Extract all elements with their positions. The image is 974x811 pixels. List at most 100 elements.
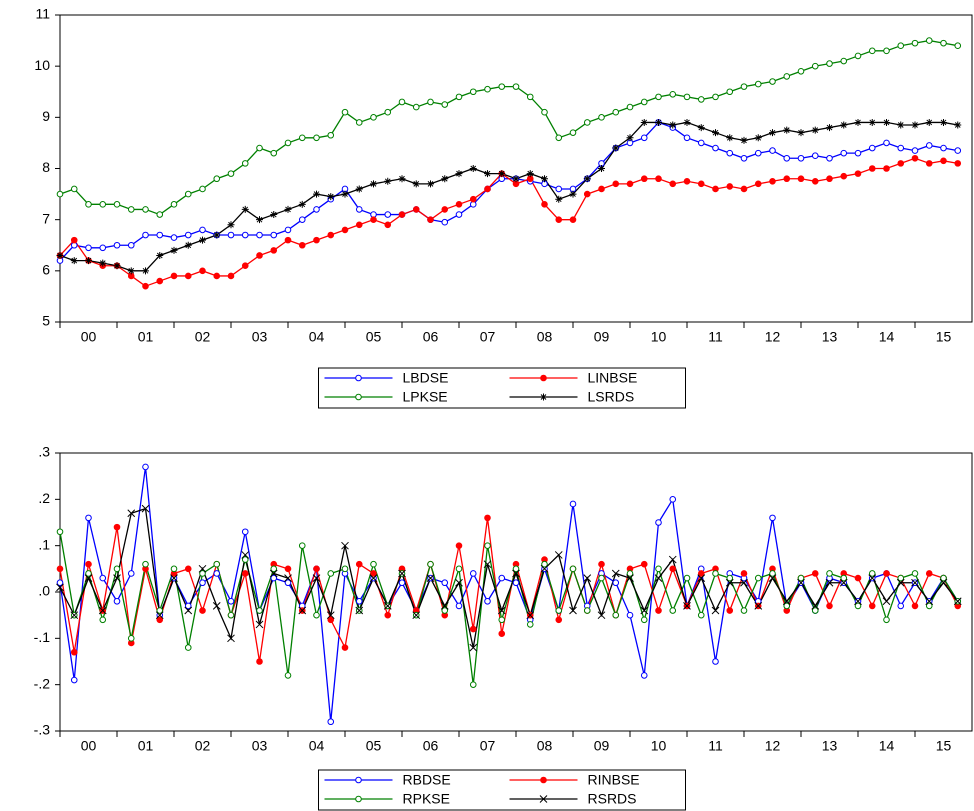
marker <box>56 190 64 198</box>
marker <box>868 144 876 152</box>
marker <box>284 565 292 573</box>
marker <box>284 236 292 244</box>
x-tick-label: 10 <box>651 329 667 345</box>
marker <box>398 98 406 106</box>
marker <box>84 574 93 582</box>
marker <box>555 616 563 624</box>
marker <box>355 606 364 615</box>
marker <box>882 597 891 606</box>
marker <box>811 570 819 577</box>
marker <box>284 574 292 582</box>
marker <box>939 578 948 587</box>
marker <box>484 597 491 605</box>
marker <box>655 93 662 101</box>
marker <box>783 126 791 134</box>
marker <box>398 579 406 587</box>
marker <box>127 206 135 213</box>
marker <box>227 634 235 643</box>
legend-marker <box>539 795 548 803</box>
marker <box>569 606 577 615</box>
marker <box>897 42 905 50</box>
marker <box>256 658 263 665</box>
marker <box>498 630 506 638</box>
marker <box>526 170 534 178</box>
marker <box>769 570 776 577</box>
marker <box>840 121 848 129</box>
marker <box>170 234 178 241</box>
marker <box>797 574 805 582</box>
marker <box>313 611 320 619</box>
marker <box>255 620 264 629</box>
marker <box>127 509 136 518</box>
marker <box>797 154 805 162</box>
marker <box>469 625 477 633</box>
x-tick-label: 08 <box>537 738 553 754</box>
marker <box>754 574 762 582</box>
marker <box>469 570 477 577</box>
marker <box>769 78 776 85</box>
x-tick-label: 11 <box>708 738 723 754</box>
series-line <box>59 466 959 722</box>
series-line <box>59 39 958 216</box>
y-tick-label: 7 <box>42 210 50 226</box>
marker <box>213 175 221 183</box>
marker <box>712 93 719 101</box>
marker <box>868 118 876 126</box>
marker <box>355 206 363 213</box>
marker <box>156 616 164 624</box>
x-tick-label: 09 <box>594 738 610 754</box>
marker <box>954 160 962 167</box>
marker <box>540 564 549 573</box>
marker <box>427 98 434 106</box>
marker <box>953 597 962 606</box>
marker <box>868 570 876 577</box>
marker <box>769 177 776 185</box>
marker <box>883 165 890 172</box>
marker <box>497 606 506 615</box>
marker <box>184 241 192 249</box>
marker <box>896 578 905 587</box>
marker <box>797 578 805 587</box>
marker <box>668 555 677 564</box>
marker <box>897 144 905 152</box>
marker <box>598 185 605 193</box>
marker <box>797 175 805 183</box>
marker <box>341 190 349 198</box>
legend-marker <box>355 393 362 401</box>
marker <box>198 564 207 573</box>
marker <box>298 200 306 208</box>
marker <box>911 147 919 154</box>
marker <box>184 190 192 198</box>
marker <box>298 216 306 223</box>
marker <box>199 226 206 234</box>
y-tick-label: 10 <box>34 57 50 73</box>
marker <box>526 621 534 628</box>
marker <box>99 244 107 252</box>
marker <box>911 121 919 129</box>
marker <box>113 574 121 582</box>
marker <box>512 569 520 578</box>
marker <box>256 144 263 152</box>
marker <box>754 602 763 610</box>
marker <box>783 154 791 162</box>
marker <box>925 142 933 149</box>
marker <box>783 602 791 610</box>
marker <box>412 180 420 188</box>
x-tick-label: 01 <box>138 329 154 345</box>
marker <box>170 201 178 208</box>
marker <box>626 570 634 577</box>
legend-label: LINBSE <box>588 370 638 386</box>
marker <box>640 616 648 624</box>
y-tick-label: 11 <box>35 6 50 22</box>
marker <box>142 282 149 290</box>
marker <box>199 579 206 587</box>
x-tick-label: 04 <box>309 329 325 345</box>
marker <box>241 528 249 536</box>
marker <box>156 211 164 218</box>
marker <box>441 175 449 183</box>
marker <box>369 574 378 582</box>
marker <box>484 514 491 522</box>
marker <box>697 574 706 582</box>
marker <box>484 85 491 93</box>
marker <box>897 160 905 167</box>
